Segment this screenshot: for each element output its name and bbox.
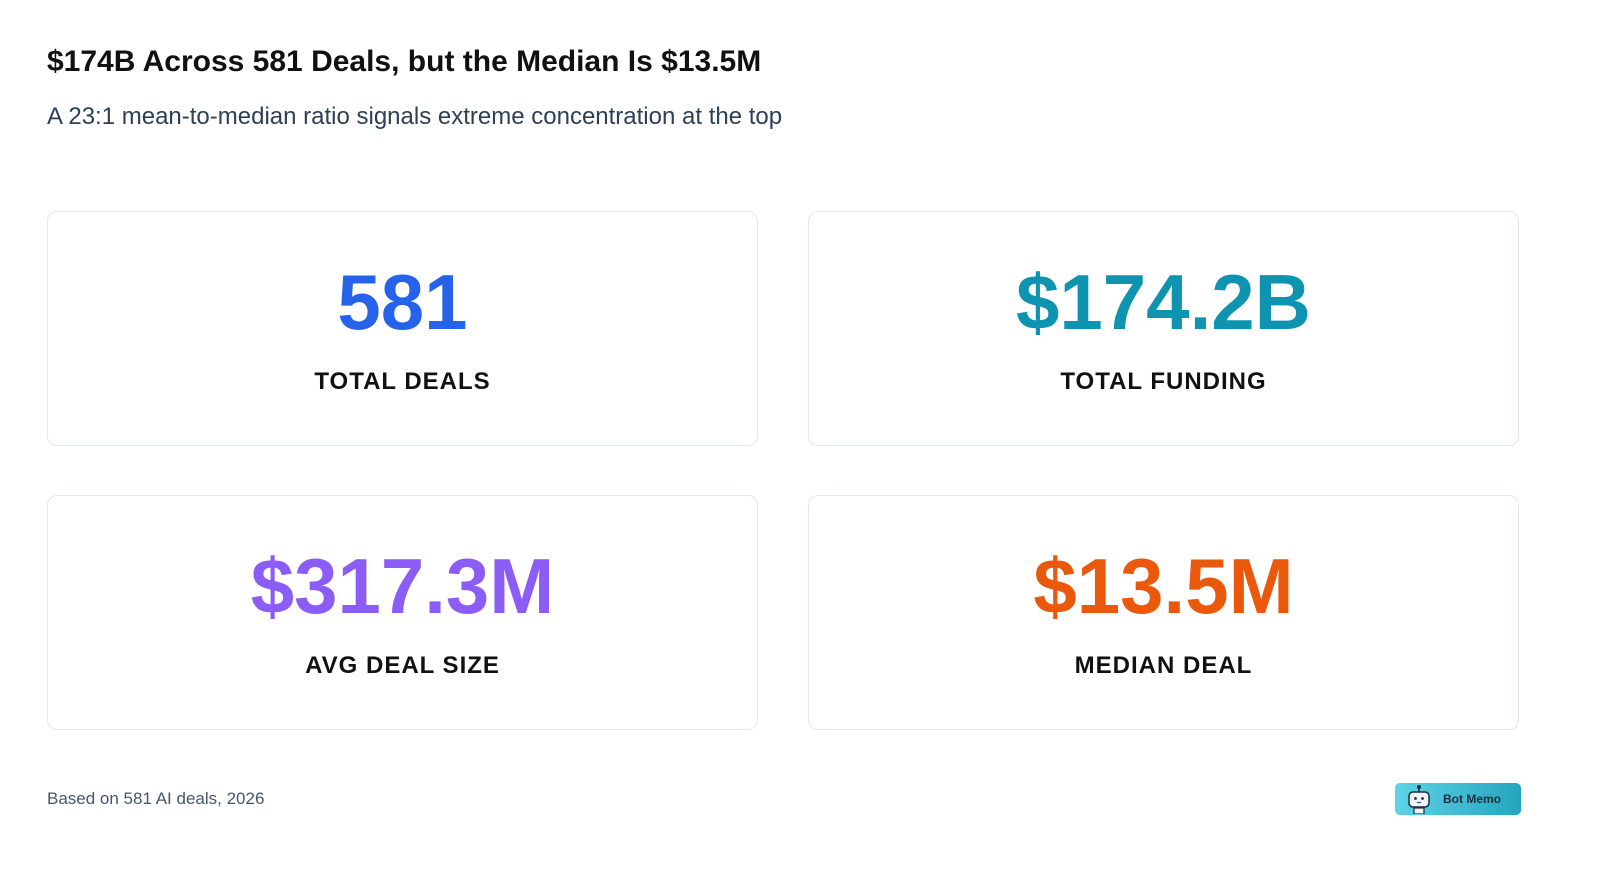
kpi-value: 581 <box>337 258 468 346</box>
robot-icon <box>1408 785 1430 814</box>
page-subtitle: A 23:1 mean-to-median ratio signals extr… <box>47 103 783 130</box>
kpi-value: $317.3M <box>250 542 555 630</box>
kpi-value: $174.2B <box>1016 258 1311 346</box>
page-title: $174B Across 581 Deals, but the Median I… <box>47 45 762 78</box>
kpi-card-avg-deal-size: $317.3M AVG DEAL SIZE <box>47 495 758 730</box>
kpi-label: TOTAL DEALS <box>314 368 491 395</box>
footer-note: Based on 581 AI deals, 2026 <box>47 789 265 808</box>
kpi-value: $13.5M <box>1033 542 1294 630</box>
kpi-label: AVG DEAL SIZE <box>305 652 500 679</box>
kpi-card-median-deal: $13.5M MEDIAN DEAL <box>808 495 1519 730</box>
kpi-card-total-funding: $174.2B TOTAL FUNDING <box>808 211 1519 446</box>
brand-name: Bot Memo <box>1443 792 1501 806</box>
kpi-label: TOTAL FUNDING <box>1060 368 1267 395</box>
brand-badge: Bot Memo <box>1395 783 1521 815</box>
kpi-card-total-deals: 581 TOTAL DEALS <box>47 211 758 446</box>
kpi-label: MEDIAN DEAL <box>1074 652 1253 679</box>
